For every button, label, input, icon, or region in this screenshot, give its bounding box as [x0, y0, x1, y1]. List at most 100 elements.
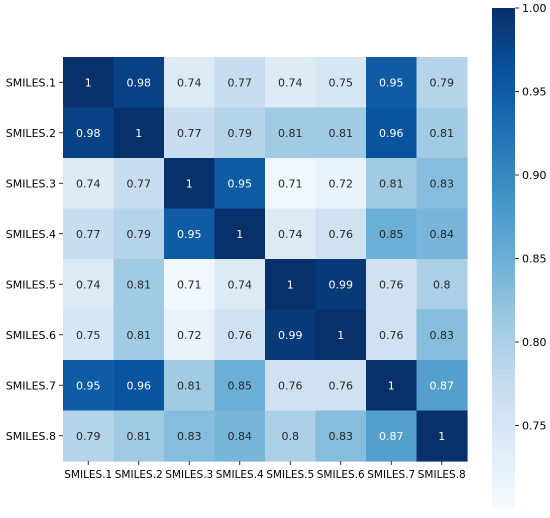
heatmap-cell — [366, 107, 418, 159]
cell-value-label: 0.95 — [177, 228, 202, 241]
heatmap-cell — [214, 259, 266, 311]
heatmap-cell — [416, 360, 468, 412]
heatmap-cell — [315, 410, 367, 462]
cell-value-label: 1 — [135, 127, 142, 140]
heatmap-cell — [214, 360, 266, 412]
heatmap-cell — [265, 208, 317, 260]
cell-value-label: 0.84 — [430, 228, 455, 241]
colorbar-ticks: 0.75 0.80 0.85 0.90 0.95 1.00 — [515, 2, 547, 433]
x-tick-label: SMILES.8 — [418, 469, 466, 481]
x-tick-label: SMILES.1 — [64, 469, 112, 481]
heatmap-cell — [416, 208, 468, 260]
heatmap-cell — [265, 158, 317, 210]
cell-value-label: 0.95 — [379, 76, 404, 89]
heatmap-cell — [164, 309, 216, 361]
cell-value-label: 0.81 — [127, 278, 152, 291]
cell-value-label: 0.72 — [329, 177, 354, 190]
cell-value-label: 0.76 — [379, 278, 404, 291]
heatmap-cell — [416, 57, 468, 109]
heatmap-cell — [63, 107, 115, 159]
heatmap-cell — [164, 410, 216, 462]
heatmap-cell — [164, 208, 216, 260]
cell-value-label: 1 — [186, 177, 193, 190]
cell-value-label: 0.72 — [177, 329, 202, 342]
cell-value-label: 0.83 — [177, 430, 202, 443]
heatmap-cell — [113, 57, 165, 109]
heatmap-cell — [265, 57, 317, 109]
cell-value-label: 1 — [388, 379, 395, 392]
heatmap-cell — [214, 410, 266, 462]
heatmap-cell — [366, 360, 418, 412]
cell-value-label: 0.77 — [177, 127, 202, 140]
y-tick-label: SMILES.6 — [6, 329, 56, 342]
cell-value-label: 0.74 — [177, 76, 202, 89]
cell-value-label: 0.99 — [278, 329, 303, 342]
colorbar-tick-label: 0.80 — [522, 336, 547, 349]
cell-value-label: 0.79 — [76, 430, 101, 443]
heatmap-cell — [214, 309, 266, 361]
cell-value-label: 0.71 — [278, 177, 303, 190]
cell-value-label: 0.87 — [379, 430, 404, 443]
cell-value-label: 1 — [287, 278, 294, 291]
cell-value-label: 0.85 — [228, 379, 253, 392]
heatmap-cell — [265, 410, 317, 462]
heatmap-cell — [366, 158, 418, 210]
cell-value-label: 1 — [236, 228, 243, 241]
heatmap-cell — [416, 309, 468, 361]
y-axis-tick-labels: SMILES.1 SMILES.2 SMILES.3 SMILES.4 SMILES.5… — [6, 76, 63, 443]
colorbar-tick-label: 0.75 — [522, 420, 547, 433]
cell-value-label: 0.96 — [379, 127, 404, 140]
heatmap-cell — [113, 259, 165, 311]
cell-value-label: 0.81 — [278, 127, 303, 140]
cell-value-label: 0.81 — [127, 329, 152, 342]
cell-value-label: 0.85 — [379, 228, 404, 241]
x-tick-label: SMILES.5 — [266, 469, 314, 481]
heatmap-cell — [164, 107, 216, 159]
y-tick-label: SMILES.7 — [6, 379, 56, 392]
x-tick-label: SMILES.6 — [317, 469, 365, 481]
cell-value-label: 0.74 — [76, 278, 101, 291]
heatmap-cell — [416, 107, 468, 159]
cell-value-label: 0.81 — [379, 177, 404, 190]
colorbar-tick-label: 0.95 — [522, 86, 547, 99]
y-tick-label: SMILES.4 — [6, 228, 56, 241]
cell-value-label: 0.74 — [228, 278, 253, 291]
heatmap-cell — [265, 309, 317, 361]
cell-value-label: 0.74 — [278, 228, 303, 241]
heatmap-cell — [63, 259, 115, 311]
heatmap-cell — [164, 57, 216, 109]
cell-value-label: 0.81 — [127, 430, 152, 443]
cell-value-label: 0.76 — [329, 228, 354, 241]
cell-value-label: 0.77 — [127, 177, 152, 190]
cell-value-label: 0.83 — [430, 329, 455, 342]
heatmap-cell — [214, 208, 266, 260]
heatmap-cell — [113, 158, 165, 210]
cell-value-label: 0.75 — [76, 329, 101, 342]
cell-value-label: 0.95 — [76, 379, 101, 392]
cell-value-label: 0.96 — [127, 379, 152, 392]
heatmap-cell — [164, 158, 216, 210]
cell-value-label: 0.77 — [228, 76, 253, 89]
heatmap-cell — [113, 309, 165, 361]
y-tick-label: SMILES.2 — [6, 127, 56, 140]
colorbar — [492, 8, 515, 509]
colorbar-tick-label: 1.00 — [522, 2, 547, 15]
heatmap-cell — [265, 360, 317, 412]
x-tick-label: SMILES.2 — [115, 469, 163, 481]
heatmap-cell — [366, 57, 418, 109]
cell-value-label: 0.81 — [329, 127, 354, 140]
cell-value-label: 0.8 — [282, 430, 300, 443]
cell-value-label: 0.99 — [329, 278, 354, 291]
heatmap-cell — [214, 107, 266, 159]
cell-value-label: 0.84 — [228, 430, 253, 443]
x-tick-label: SMILES.3 — [165, 469, 213, 481]
heatmap-cell — [315, 158, 367, 210]
cell-value-label: 0.87 — [430, 379, 455, 392]
cell-value-label: 0.83 — [329, 430, 354, 443]
heatmap-cell — [214, 57, 266, 109]
cell-value-label: 0.76 — [278, 379, 303, 392]
heatmap-cell — [366, 309, 418, 361]
cell-value-label: 0.74 — [278, 76, 303, 89]
cell-value-label: 0.77 — [76, 228, 101, 241]
